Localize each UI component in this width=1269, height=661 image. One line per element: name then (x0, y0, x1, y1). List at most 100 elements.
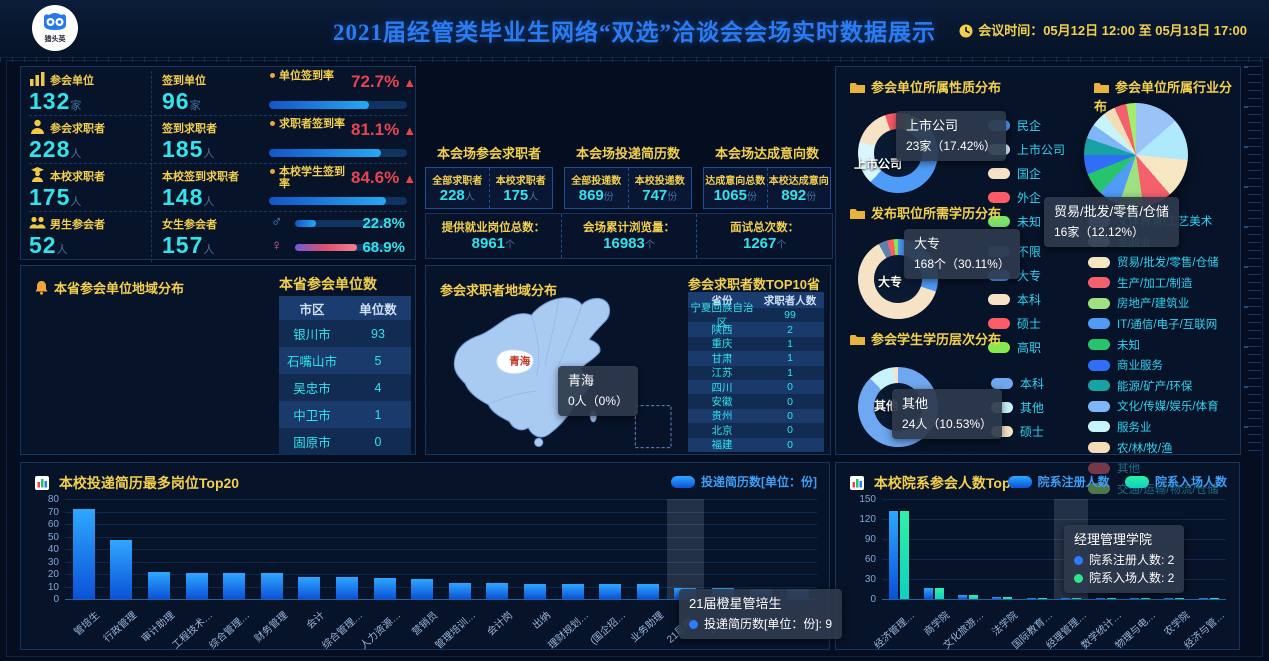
legend-item[interactable]: 国企 (988, 165, 1065, 182)
legend-item[interactable]: 外企 (988, 189, 1065, 206)
bar[interactable] (336, 576, 358, 599)
bar[interactable] (1209, 597, 1219, 599)
student-tooltip: 其他 24人（10.53%） (892, 389, 1003, 439)
table-row[interactable]: 北京 0 (688, 423, 824, 438)
bar[interactable] (1095, 597, 1105, 599)
legend-item[interactable]: 贸易/批发/零售/仓储 (1088, 254, 1219, 270)
legend-item[interactable]: 文化/传媒/娱乐/体育 (1088, 398, 1219, 414)
degree-tooltip: 大专 168个（30.11%） (904, 229, 1020, 279)
bar[interactable] (411, 579, 434, 599)
owl-logo-icon (44, 13, 66, 30)
table-row[interactable]: 安徽 0 (688, 394, 824, 409)
student-chart-title: 参会学生学历层次分布 (850, 329, 1001, 348)
legend-item[interactable]: IT/通信/电子/互联网 (1088, 316, 1219, 332)
legend-item[interactable]: 房地产/建筑业 (1088, 295, 1219, 311)
table-row[interactable]: 贵州 0 (688, 408, 824, 424)
table-row[interactable]: 固原市 0 (279, 428, 411, 455)
bar[interactable] (223, 572, 246, 599)
table-row[interactable]: 石嘴山市 5 (279, 347, 411, 374)
table-row[interactable]: 银川市 93 (279, 320, 411, 347)
bar[interactable] (110, 540, 133, 599)
legend-label: 外企 (1017, 191, 1042, 205)
bar[interactable] (636, 584, 659, 599)
table-row[interactable]: 福建 0 (688, 437, 824, 452)
bar[interactable] (958, 595, 967, 599)
table-row[interactable]: 四川 0 (688, 379, 824, 395)
bar[interactable] (72, 509, 95, 599)
legend-item[interactable]: 硕士 (988, 315, 1041, 332)
top20-legend[interactable]: 投递简历数[单位：份] (659, 473, 817, 490)
stat-cell: 本校求职者 175人 (488, 168, 553, 208)
bar[interactable] (486, 582, 509, 599)
bar[interactable] (992, 597, 1002, 599)
bar[interactable] (1026, 597, 1036, 599)
bar[interactable] (1072, 597, 1082, 599)
bar[interactable] (448, 582, 471, 599)
bar[interactable] (1141, 597, 1150, 599)
top20-resumes-panel: 本校投递简历最多岗位Top20 投递简历数[单位：份] 0 10 20 30 40 50 6… (20, 462, 843, 652)
x-axis-category: 管理培训… (433, 609, 478, 652)
legend-label: 商业服务 (1117, 360, 1163, 373)
table-row[interactable]: 江苏 1 (688, 365, 824, 380)
kpi-gender-row: 男生参会者 52人 女生参会者 157人 ♂ 22.8% ♀ 68.9% (29, 211, 407, 262)
bar[interactable] (373, 577, 396, 599)
kpi-metric: 女生参会者 157人 (151, 215, 267, 262)
qinghai-province-highlight[interactable] (496, 349, 534, 374)
bar[interactable] (1198, 597, 1208, 599)
male-bar-line: ♂ 22.8% (269, 213, 407, 233)
legend-item[interactable]: 未知 (988, 213, 1065, 230)
legend-item[interactable]: 能源/矿产/环保 (1088, 378, 1219, 394)
bar[interactable] (524, 584, 546, 599)
x-axis-category: 营销员 (410, 609, 441, 639)
bar[interactable] (900, 511, 910, 599)
bar[interactable] (969, 595, 978, 599)
table-row[interactable]: 甘肃 1 (688, 351, 824, 366)
bar[interactable] (185, 572, 208, 599)
bar[interactable] (1164, 597, 1174, 599)
bar[interactable] (1003, 597, 1013, 599)
x-axis-category: 经济管理… (872, 609, 918, 652)
table-row[interactable]: 宁夏回族自治区 99 (688, 302, 824, 329)
y-axis-label: 10 (47, 581, 59, 593)
x-axis-category: 综合管理… (320, 609, 366, 652)
table-row[interactable]: 中卫市 1 (279, 401, 411, 428)
legend-item[interactable]: 商业服务 (1088, 357, 1219, 373)
bar[interactable] (1130, 597, 1139, 599)
table-row[interactable]: 吴忠市 4 (279, 374, 411, 401)
bar[interactable] (298, 576, 321, 599)
bar[interactable] (1037, 597, 1047, 599)
industry-pie-chart[interactable] (1084, 103, 1188, 207)
legend-swatch (1124, 476, 1149, 488)
y-axis-label: 40 (47, 544, 59, 555)
legend-item[interactable]: 生产/加工/制造 (1088, 275, 1219, 291)
legend-swatch (1088, 359, 1110, 371)
legend-item[interactable]: 服务业 (1088, 419, 1219, 435)
y-axis-label: 120 (859, 514, 876, 525)
bar[interactable] (260, 572, 283, 599)
bar[interactable] (923, 587, 933, 599)
bar[interactable] (934, 587, 944, 599)
bar[interactable] (1175, 597, 1185, 599)
up-arrow-icon: ▲ (403, 75, 417, 90)
legend-item[interactable]: 本科 (988, 291, 1041, 308)
grid-line (882, 499, 1226, 500)
bar[interactable] (1061, 597, 1071, 599)
bar[interactable] (148, 571, 170, 599)
top10-legend[interactable]: 院系注册人数 院系入场人数 (996, 473, 1227, 490)
stat-group-title: 本会场参会求职者 (436, 146, 541, 161)
bar[interactable] (889, 511, 899, 599)
jobseeker-table: 省份 求职者人数 宁夏回族自治区 99 陕西 2 重庆 1 甘肃 1 江苏 1 四川 0 安徽 0 贵州 0 北京 0… (688, 292, 824, 452)
legend-item[interactable]: 本科 (991, 375, 1044, 392)
legend-label: 服务业 (1117, 421, 1152, 434)
legend-item[interactable]: 高职 (988, 339, 1041, 356)
legend-item[interactable]: 农/林/牧/渔 (1088, 440, 1219, 456)
table-row[interactable]: 重庆 1 (688, 336, 824, 352)
bar[interactable] (599, 584, 622, 599)
bar[interactable] (1106, 597, 1116, 599)
grid-line (882, 519, 1226, 520)
table-row[interactable]: 陕西 2 (688, 322, 824, 337)
legend-item[interactable]: 未知 (1088, 337, 1219, 353)
bell-icon (35, 281, 48, 295)
bar[interactable] (561, 584, 584, 599)
legend-label: IT/通信/电子/互联网 (1117, 318, 1218, 331)
